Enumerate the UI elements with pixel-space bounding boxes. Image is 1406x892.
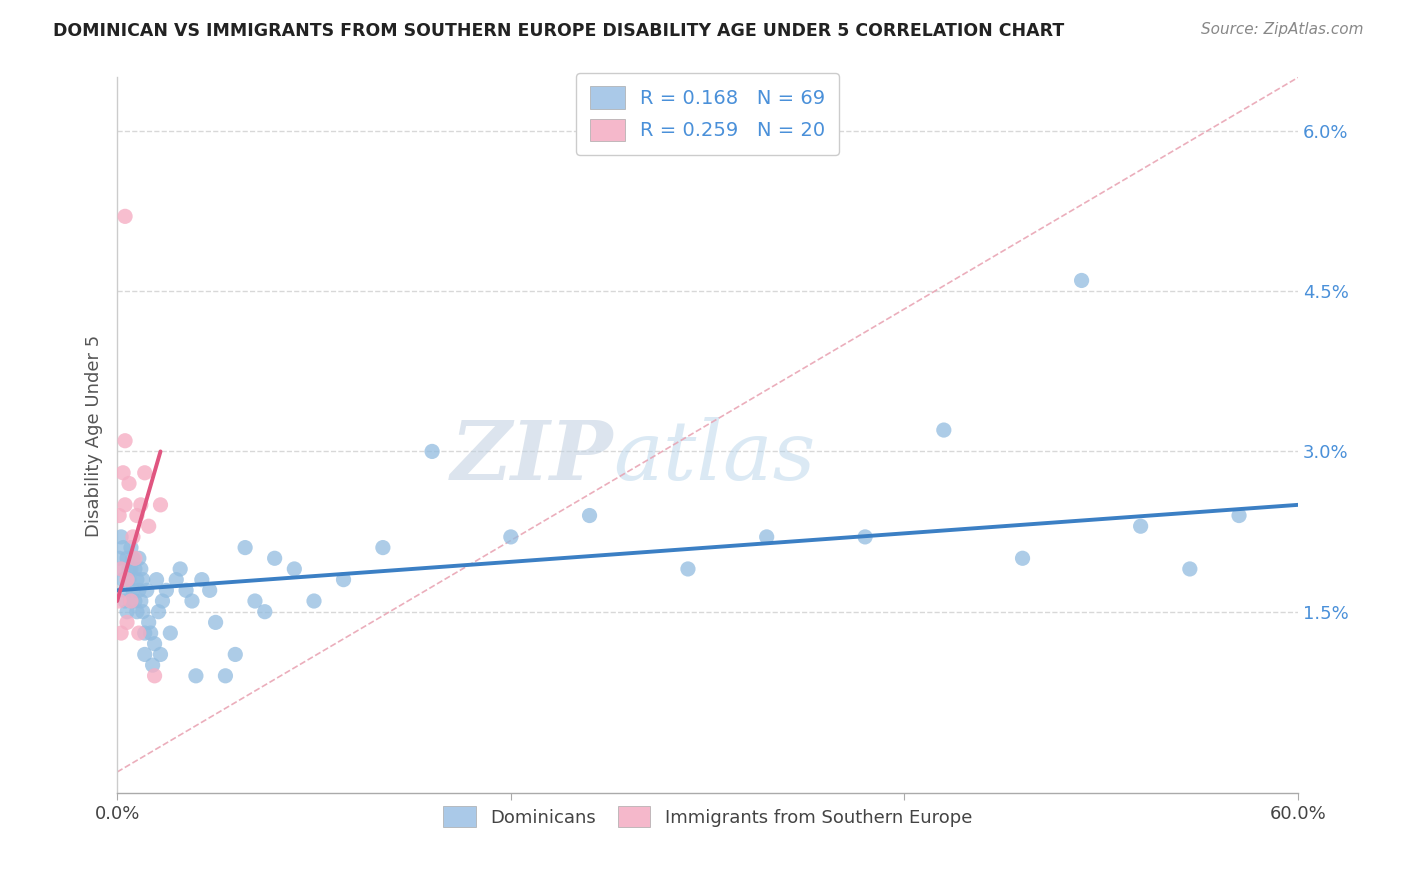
Point <box>114 498 136 512</box>
Point <box>499 530 522 544</box>
Point <box>120 562 142 576</box>
Point <box>143 637 166 651</box>
Point <box>1070 273 1092 287</box>
Point <box>165 573 187 587</box>
Point <box>134 626 156 640</box>
Point <box>129 594 152 608</box>
Point <box>1129 519 1152 533</box>
Point <box>124 562 146 576</box>
Point <box>108 551 131 566</box>
Point <box>134 466 156 480</box>
Legend: Dominicans, Immigrants from Southern Europe: Dominicans, Immigrants from Southern Eur… <box>436 799 979 834</box>
Point <box>132 573 155 587</box>
Point <box>118 573 141 587</box>
Point <box>159 626 181 640</box>
Point <box>125 508 148 523</box>
Y-axis label: Disability Age Under 5: Disability Age Under 5 <box>86 334 103 536</box>
Text: Source: ZipAtlas.com: Source: ZipAtlas.com <box>1201 22 1364 37</box>
Text: DOMINICAN VS IMMIGRANTS FROM SOUTHERN EUROPE DISABILITY AGE UNDER 5 CORRELATION : DOMINICAN VS IMMIGRANTS FROM SOUTHERN EU… <box>53 22 1064 40</box>
Point <box>108 508 131 523</box>
Point <box>149 648 172 662</box>
Point <box>420 444 443 458</box>
Point <box>110 562 132 576</box>
Text: ZIP: ZIP <box>450 417 613 497</box>
Point <box>134 648 156 662</box>
Point <box>110 530 132 544</box>
Point <box>124 594 146 608</box>
Point <box>129 498 152 512</box>
Point <box>148 605 170 619</box>
Point <box>128 626 150 640</box>
Point <box>114 434 136 448</box>
Point <box>853 530 876 544</box>
Point <box>122 530 145 544</box>
Point <box>115 615 138 630</box>
Point <box>110 562 132 576</box>
Point <box>155 583 177 598</box>
Point <box>1227 508 1250 523</box>
Point <box>143 669 166 683</box>
Point <box>198 583 221 598</box>
Point <box>578 508 600 523</box>
Point <box>253 605 276 619</box>
Point <box>263 551 285 566</box>
Point <box>142 658 165 673</box>
Point <box>224 648 246 662</box>
Point <box>128 551 150 566</box>
Point <box>115 551 138 566</box>
Point <box>118 562 141 576</box>
Point <box>129 562 152 576</box>
Point <box>174 583 197 598</box>
Point <box>332 573 354 587</box>
Point <box>114 583 136 598</box>
Point <box>138 615 160 630</box>
Point <box>214 669 236 683</box>
Point <box>120 594 142 608</box>
Point <box>243 594 266 608</box>
Point <box>145 573 167 587</box>
Point <box>932 423 955 437</box>
Point <box>138 519 160 533</box>
Point <box>181 594 204 608</box>
Point <box>128 583 150 598</box>
Point <box>125 605 148 619</box>
Point <box>676 562 699 576</box>
Point <box>115 573 138 587</box>
Point <box>302 594 325 608</box>
Point <box>122 551 145 566</box>
Point <box>169 562 191 576</box>
Point <box>125 573 148 587</box>
Point <box>371 541 394 555</box>
Point <box>120 541 142 555</box>
Point <box>1011 551 1033 566</box>
Point <box>149 498 172 512</box>
Point <box>108 594 131 608</box>
Point <box>283 562 305 576</box>
Point <box>184 669 207 683</box>
Point <box>122 583 145 598</box>
Point <box>112 466 135 480</box>
Point <box>1178 562 1201 576</box>
Point <box>233 541 256 555</box>
Point <box>191 573 214 587</box>
Text: atlas: atlas <box>613 417 815 497</box>
Point <box>112 541 135 555</box>
Point <box>114 210 136 224</box>
Point <box>114 594 136 608</box>
Point <box>135 583 157 598</box>
Point <box>110 626 132 640</box>
Point <box>124 551 146 566</box>
Point <box>112 573 135 587</box>
Point <box>204 615 226 630</box>
Point <box>118 476 141 491</box>
Point <box>152 594 174 608</box>
Point <box>120 594 142 608</box>
Point <box>132 605 155 619</box>
Point <box>755 530 778 544</box>
Point <box>115 605 138 619</box>
Point <box>139 626 162 640</box>
